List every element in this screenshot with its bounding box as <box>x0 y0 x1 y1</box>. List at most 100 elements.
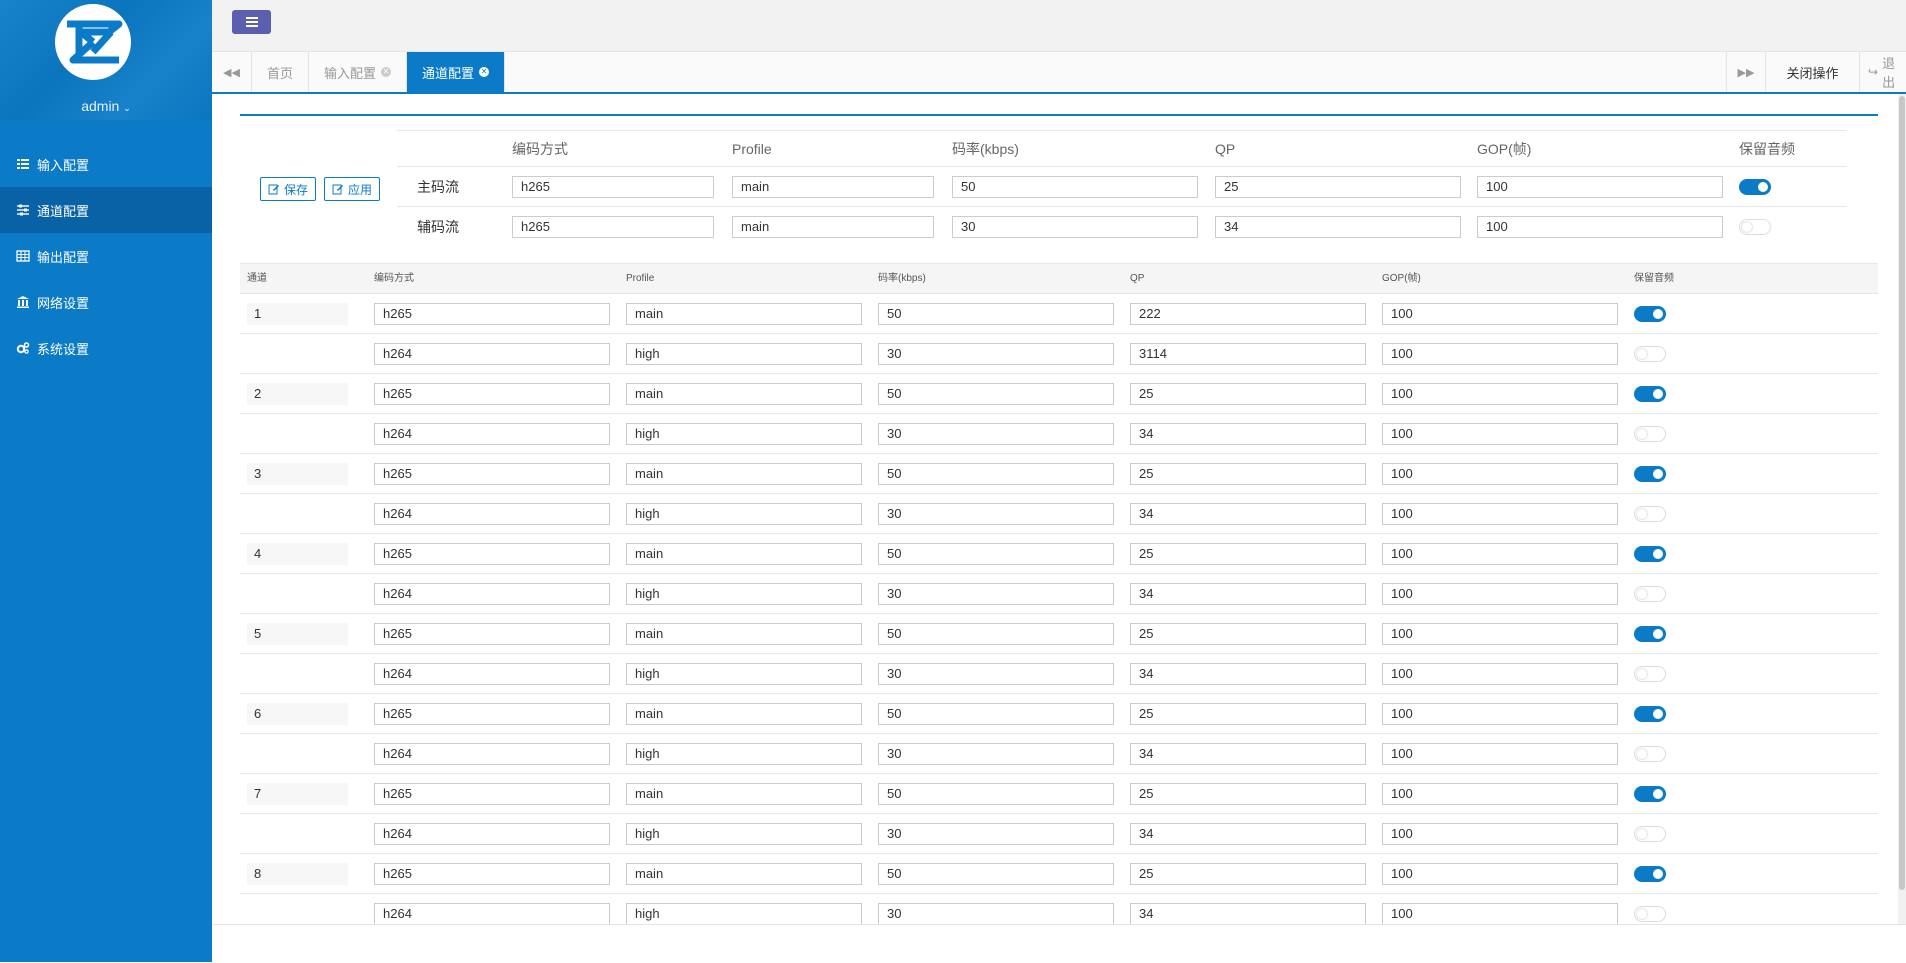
logout-button[interactable]: ↪ 退出 <box>1860 52 1906 92</box>
gop-field[interactable]: 100 <box>1382 583 1618 605</box>
gop-field[interactable]: 100 <box>1382 623 1618 645</box>
qp-field[interactable]: 25 <box>1130 383 1366 405</box>
bitrate-field[interactable]: 30 <box>878 503 1114 525</box>
scrollbar-thumb[interactable] <box>1899 96 1905 890</box>
bitrate-field[interactable]: 50 <box>878 783 1114 805</box>
bitrate-field[interactable]: 30 <box>878 903 1114 925</box>
audio-toggle[interactable] <box>1634 746 1666 762</box>
sidebar-item-channel-config[interactable]: 通道配置 <box>0 187 212 233</box>
close-icon[interactable]: ✕ <box>479 67 490 77</box>
qp-field[interactable]: 34 <box>1130 743 1366 765</box>
codec-field[interactable]: h264 <box>374 903 610 925</box>
gop-field[interactable]: 100 <box>1382 823 1618 845</box>
codec-field[interactable]: h264 <box>374 423 610 445</box>
qp-field[interactable]: 25 <box>1130 783 1366 805</box>
profile-field[interactable]: main <box>626 703 862 725</box>
audio-toggle[interactable] <box>1634 626 1666 642</box>
bitrate-field[interactable]: 50 <box>878 303 1114 325</box>
apply-button[interactable]: 应用 <box>324 177 381 201</box>
audio-toggle[interactable] <box>1634 306 1666 322</box>
bitrate-field[interactable]: 30 <box>878 663 1114 685</box>
profile-field[interactable]: high <box>626 343 862 365</box>
gop-field[interactable]: 100 <box>1382 743 1618 765</box>
bitrate-field[interactable]: 50 <box>878 383 1114 405</box>
gop-field[interactable]: 100 <box>1382 383 1618 405</box>
gop-field[interactable]: 100 <box>1382 303 1618 325</box>
codec-field[interactable]: h264 <box>374 583 610 605</box>
audio-toggle[interactable] <box>1634 426 1666 442</box>
codec-field[interactable]: h264 <box>374 823 610 845</box>
gop-field[interactable]: 100 <box>1382 903 1618 925</box>
gop-field[interactable]: 100 <box>1382 503 1618 525</box>
sidebar-item-system-settings[interactable]: 系统设置 <box>0 325 212 371</box>
sidebar-item-output-config[interactable]: 输出配置 <box>0 233 212 279</box>
qp-field[interactable]: 25 <box>1130 623 1366 645</box>
user-menu[interactable]: admin ⌄ <box>0 98 212 114</box>
audio-toggle[interactable] <box>1634 466 1666 482</box>
profile-field[interactable]: main <box>626 863 862 885</box>
profile-field[interactable]: high <box>626 823 862 845</box>
close-icon[interactable]: ✕ <box>381 67 392 77</box>
qp-field[interactable]: 25 <box>1130 463 1366 485</box>
qp-field[interactable]: 25 <box>1130 703 1366 725</box>
qp-field[interactable]: 34 <box>1130 503 1366 525</box>
profile-field[interactable]: high <box>626 743 862 765</box>
gop-field[interactable]: 100 <box>1477 176 1723 198</box>
audio-toggle[interactable] <box>1634 586 1666 602</box>
codec-field[interactable]: h265 <box>374 863 610 885</box>
profile-field[interactable]: high <box>626 503 862 525</box>
tabs-scroll-right-button[interactable]: ▶▶ <box>1726 52 1766 92</box>
audio-toggle[interactable] <box>1634 706 1666 722</box>
audio-toggle[interactable] <box>1634 906 1666 922</box>
gop-field[interactable]: 100 <box>1382 463 1618 485</box>
bitrate-field[interactable]: 50 <box>878 623 1114 645</box>
bitrate-field[interactable]: 50 <box>878 863 1114 885</box>
close-operations-button[interactable]: 关闭操作 <box>1766 52 1860 92</box>
save-button[interactable]: 保存 <box>260 177 317 201</box>
audio-toggle[interactable] <box>1634 346 1666 362</box>
audio-toggle[interactable] <box>1634 506 1666 522</box>
bitrate-field[interactable]: 30 <box>878 583 1114 605</box>
bitrate-field[interactable]: 30 <box>878 743 1114 765</box>
qp-field[interactable]: 222 <box>1130 303 1366 325</box>
profile-field[interactable]: main <box>732 176 934 198</box>
gop-field[interactable]: 100 <box>1382 783 1618 805</box>
profile-field[interactable]: main <box>626 623 862 645</box>
gop-field[interactable]: 100 <box>1477 216 1723 238</box>
gop-field[interactable]: 100 <box>1382 703 1618 725</box>
profile-field[interactable]: high <box>626 583 862 605</box>
tab-home[interactable]: 首页 <box>252 52 310 92</box>
profile-field[interactable]: high <box>626 903 862 925</box>
profile-field[interactable]: main <box>732 216 934 238</box>
tabs-scroll-left-button[interactable]: ◀◀ <box>212 52 252 92</box>
codec-field[interactable]: h265 <box>374 623 610 645</box>
qp-field[interactable]: 34 <box>1130 583 1366 605</box>
profile-field[interactable]: high <box>626 423 862 445</box>
sidebar-item-input-config[interactable]: 输入配置 <box>0 141 212 187</box>
audio-toggle[interactable] <box>1634 866 1666 882</box>
audio-toggle[interactable] <box>1634 826 1666 842</box>
gop-field[interactable]: 100 <box>1382 343 1618 365</box>
qp-field[interactable]: 25 <box>1130 543 1366 565</box>
audio-toggle[interactable] <box>1634 786 1666 802</box>
gop-field[interactable]: 100 <box>1382 543 1618 565</box>
qp-field[interactable]: 34 <box>1130 663 1366 685</box>
tab-input-config[interactable]: 输入配置 ✕ <box>309 52 408 92</box>
bitrate-field[interactable]: 30 <box>878 423 1114 445</box>
qp-field[interactable]: 34 <box>1130 823 1366 845</box>
audio-toggle[interactable] <box>1739 179 1771 195</box>
bitrate-field[interactable]: 30 <box>878 343 1114 365</box>
menu-toggle-button[interactable] <box>232 10 271 34</box>
codec-field[interactable]: h265 <box>374 783 610 805</box>
bitrate-field[interactable]: 50 <box>878 543 1114 565</box>
profile-field[interactable]: main <box>626 543 862 565</box>
profile-field[interactable]: high <box>626 663 862 685</box>
qp-field[interactable]: 34 <box>1215 216 1461 238</box>
qp-field[interactable]: 34 <box>1130 423 1366 445</box>
bitrate-field[interactable]: 50 <box>878 703 1114 725</box>
bitrate-field[interactable]: 30 <box>878 823 1114 845</box>
gop-field[interactable]: 100 <box>1382 863 1618 885</box>
codec-field[interactable]: h265 <box>374 703 610 725</box>
audio-toggle[interactable] <box>1634 546 1666 562</box>
codec-field[interactable]: h265 <box>374 383 610 405</box>
